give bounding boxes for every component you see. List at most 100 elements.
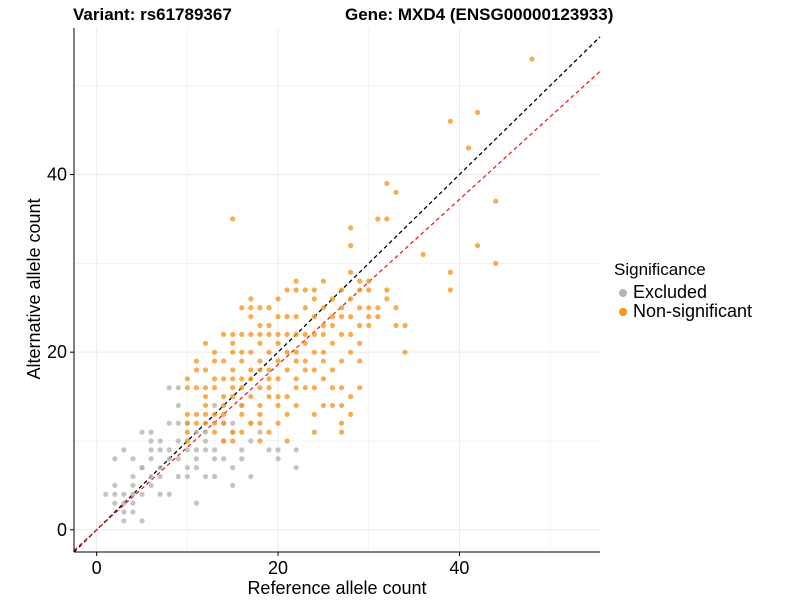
data-point-excluded [157,491,163,497]
data-point-non-significant [202,420,209,426]
data-point-non-significant [193,420,200,426]
data-point-excluded [121,500,127,506]
data-point-non-significant [311,349,317,355]
data-point-non-significant [230,331,236,338]
data-point-non-significant [293,376,299,382]
data-point-non-significant [311,429,317,435]
data-point-non-significant [221,438,227,444]
data-point-non-significant [384,180,390,187]
data-point-non-significant [284,331,290,338]
data-point-non-significant [230,367,236,373]
data-points [103,56,535,524]
data-point-excluded [293,465,299,471]
data-point-non-significant [221,376,227,382]
data-point-non-significant [529,56,535,62]
data-point-non-significant [384,287,390,293]
data-point-non-significant [275,420,281,426]
data-point-non-significant [329,367,336,373]
data-point-excluded [166,456,172,462]
data-point-excluded [166,491,172,497]
data-point-non-significant [275,402,281,409]
data-point-non-significant [293,385,299,391]
data-point-non-significant [293,402,299,409]
data-point-non-significant [284,438,290,444]
data-point-non-significant [366,322,372,329]
data-point-excluded [193,456,200,462]
data-point-non-significant [266,322,272,329]
data-point-excluded [112,456,118,462]
data-point-non-significant [311,411,317,417]
data-point-non-significant [366,287,372,293]
data-point-excluded [175,385,181,391]
data-point-non-significant [239,376,245,382]
data-point-non-significant [357,278,363,284]
data-point-non-significant [184,376,190,382]
legend-dot-excluded [619,288,627,297]
data-point-non-significant [184,438,190,444]
data-point-excluded [248,438,254,444]
data-point-non-significant [338,420,345,426]
data-point-non-significant [230,393,236,400]
data-point-non-significant [230,376,236,382]
data-point-non-significant [193,411,200,417]
data-point-non-significant [393,189,399,195]
data-point-non-significant [293,278,299,284]
data-point-non-significant [211,376,218,382]
data-point-non-significant [266,376,272,382]
data-point-non-significant [257,358,263,364]
tick-labels: 0 20 40 0 20 40 [47,165,469,578]
data-point-non-significant [193,385,200,391]
data-point-non-significant [275,340,281,346]
data-point-excluded [293,447,299,453]
data-point-excluded [202,429,209,435]
data-point-excluded [211,402,218,409]
data-point-non-significant [402,349,408,355]
data-point-non-significant [302,367,308,373]
y-tick-label: 0 [57,520,67,540]
data-point-excluded [139,491,145,497]
data-point-non-significant [348,314,354,320]
data-point-non-significant [493,260,499,266]
data-point-non-significant [338,305,345,311]
data-point-non-significant [266,305,272,311]
data-point-non-significant [302,287,308,293]
data-point-excluded [157,465,163,471]
data-point-non-significant [239,305,245,311]
data-point-excluded [121,518,127,524]
data-point-excluded [148,473,154,480]
data-point-excluded [121,491,127,497]
data-point-non-significant [393,305,399,311]
data-point-non-significant [302,340,308,346]
data-point-non-significant [329,340,336,346]
data-point-excluded [211,456,218,462]
data-point-non-significant [211,420,218,426]
data-point-non-significant [275,393,281,400]
data-point-non-significant [248,305,254,311]
data-point-non-significant [311,314,317,320]
data-point-non-significant [320,331,326,338]
data-point-non-significant [230,385,236,391]
data-point-excluded [239,456,245,462]
y-tick-label: 20 [47,342,67,362]
data-point-non-significant [248,314,254,320]
data-point-excluded [230,482,236,488]
data-point-non-significant [248,349,254,355]
data-point-non-significant [202,402,209,409]
data-point-excluded [248,473,254,480]
data-point-excluded [202,438,209,444]
data-point-non-significant [239,402,245,409]
data-point-non-significant [338,385,345,391]
data-point-excluded [175,402,181,409]
data-point-excluded [230,420,236,426]
data-point-excluded [139,465,145,471]
data-point-non-significant [230,340,236,346]
data-point-non-significant [284,367,290,373]
data-point-non-significant [230,216,236,222]
data-point-non-significant [402,322,408,329]
data-point-non-significant [338,358,345,364]
data-point-non-significant [184,420,190,426]
data-point-non-significant [202,385,209,391]
data-point-non-significant [302,358,308,364]
data-point-excluded [184,465,190,471]
